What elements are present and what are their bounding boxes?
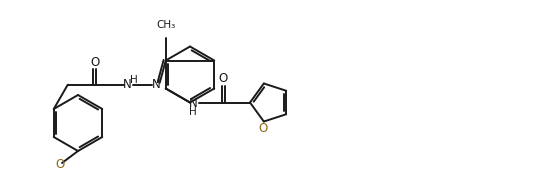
Text: H: H — [189, 107, 197, 117]
Text: O: O — [258, 122, 268, 135]
Text: CH₃: CH₃ — [156, 20, 176, 30]
Text: H: H — [130, 75, 137, 85]
Text: O: O — [90, 56, 99, 69]
Text: N: N — [151, 78, 160, 91]
Text: N: N — [188, 97, 197, 110]
Text: N: N — [122, 78, 131, 91]
Text: O: O — [55, 159, 65, 172]
Text: O: O — [218, 72, 228, 85]
